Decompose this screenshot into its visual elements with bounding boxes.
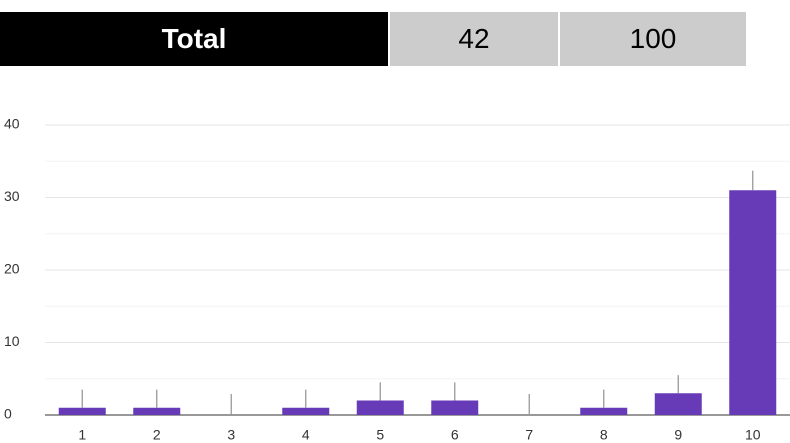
x-tick-label: 1	[78, 427, 86, 443]
x-tick-label: 9	[674, 427, 682, 443]
x-tick-label: 3	[227, 427, 235, 443]
bar	[654, 393, 702, 415]
x-tick-label: 7	[525, 427, 533, 443]
count-cell: 42	[390, 12, 558, 66]
bar	[729, 190, 777, 415]
y-tick-label: 20	[4, 261, 20, 277]
bar	[282, 407, 330, 415]
x-tick-label: 4	[302, 427, 310, 443]
x-tick-label: 8	[600, 427, 608, 443]
y-tick-label: 10	[4, 333, 20, 349]
y-tick-label: 0	[4, 406, 12, 422]
y-tick-label: 30	[4, 188, 20, 204]
percent-cell: 100	[560, 12, 746, 66]
bar	[133, 407, 181, 415]
x-tick-label: 5	[376, 427, 384, 443]
bar	[580, 407, 628, 415]
x-tick-label: 2	[153, 427, 161, 443]
bar	[356, 400, 404, 415]
bar	[431, 400, 479, 415]
x-tick-label: 10	[745, 427, 761, 443]
bar	[58, 407, 106, 415]
y-tick-label: 40	[4, 116, 20, 132]
total-label: Total	[0, 12, 388, 66]
x-tick-label: 6	[451, 427, 459, 443]
